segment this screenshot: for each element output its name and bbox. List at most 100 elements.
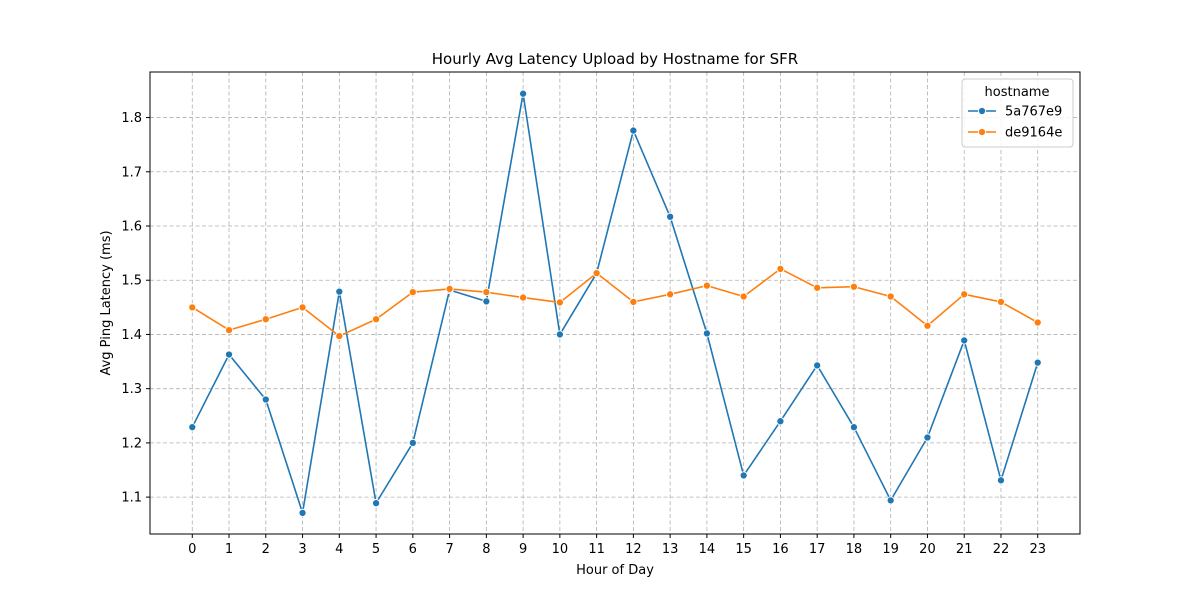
data-point bbox=[666, 290, 675, 299]
data-point bbox=[408, 438, 417, 447]
x-tick-label: 2 bbox=[262, 542, 270, 557]
data-point bbox=[1033, 358, 1042, 367]
x-tick-label: 17 bbox=[809, 542, 826, 557]
data-point bbox=[188, 423, 197, 432]
y-tick-label: 1.6 bbox=[121, 220, 142, 235]
chart-title: Hourly Avg Latency Upload by Hostname fo… bbox=[432, 50, 798, 68]
legend-title: hostname bbox=[985, 85, 1050, 100]
data-point bbox=[335, 287, 344, 296]
x-tick-label: 20 bbox=[919, 542, 936, 557]
data-point bbox=[335, 332, 344, 341]
data-point bbox=[482, 297, 491, 306]
x-tick-label: 11 bbox=[588, 542, 605, 557]
data-point bbox=[960, 290, 969, 299]
data-point bbox=[372, 499, 381, 508]
data-point bbox=[629, 126, 638, 135]
grid-layer bbox=[150, 72, 1080, 534]
x-tick-label: 6 bbox=[409, 542, 417, 557]
data-point bbox=[996, 297, 1006, 306]
data-point bbox=[776, 417, 785, 426]
data-point bbox=[739, 292, 748, 301]
legend-label: 5a767e9 bbox=[1005, 105, 1062, 120]
x-tick-label: 18 bbox=[846, 542, 863, 557]
x-tick-label: 19 bbox=[882, 542, 899, 557]
legend-box bbox=[961, 78, 1074, 148]
x-tick-label: 1 bbox=[225, 542, 233, 557]
y-tick-label: 1.3 bbox=[121, 382, 142, 397]
data-point bbox=[923, 321, 932, 330]
x-tick-label: 12 bbox=[625, 542, 642, 557]
data-point bbox=[739, 471, 748, 480]
data-point bbox=[519, 293, 528, 302]
y-tick-label: 1.4 bbox=[121, 328, 142, 343]
x-tick-label: 15 bbox=[735, 542, 752, 557]
data-point bbox=[188, 303, 197, 312]
y-tick-label: 1.1 bbox=[121, 491, 142, 506]
data-point bbox=[849, 423, 858, 432]
data-point bbox=[776, 264, 785, 273]
y-tick-label: 1.2 bbox=[121, 436, 142, 451]
data-point bbox=[666, 212, 675, 221]
series-line bbox=[191, 92, 1039, 514]
data-point bbox=[261, 315, 270, 324]
legend-items: 5a767e9 de9164e bbox=[968, 105, 1062, 141]
data-point bbox=[813, 283, 822, 292]
x-tick-label: 23 bbox=[1029, 542, 1046, 557]
data-point bbox=[519, 89, 528, 98]
data-point bbox=[261, 395, 270, 404]
y-tick-label: 1.8 bbox=[121, 111, 142, 126]
x-axis-ticks: 0 1 2 3 4 5 6 7 8 9 10 11 12 13 14 15 16 17 18 19 20 21 22 23 bbox=[188, 534, 1046, 557]
x-tick-label: 8 bbox=[482, 542, 490, 557]
x-tick-label: 7 bbox=[445, 542, 453, 557]
x-tick-label: 0 bbox=[188, 542, 196, 557]
x-tick-label: 21 bbox=[956, 542, 973, 557]
x-tick-label: 14 bbox=[699, 542, 716, 557]
series-de9164e bbox=[188, 264, 1042, 341]
series-5a767e9 bbox=[188, 89, 1042, 517]
x-tick-label: 9 bbox=[519, 542, 527, 557]
legend-marker bbox=[977, 106, 987, 116]
x-tick-label: 3 bbox=[298, 542, 306, 557]
data-point bbox=[702, 329, 711, 338]
series-layer bbox=[188, 89, 1042, 517]
data-point bbox=[996, 476, 1006, 485]
data-point bbox=[482, 288, 491, 297]
data-point bbox=[372, 315, 381, 324]
legend: hostname 5a767e9 de9164e bbox=[961, 78, 1074, 148]
x-tick-label: 13 bbox=[662, 542, 679, 557]
y-axis-label: Avg Ping Latency (ms) bbox=[99, 230, 114, 375]
data-point bbox=[886, 292, 895, 301]
data-point bbox=[702, 281, 711, 290]
x-axis-label: Hour of Day bbox=[576, 563, 654, 578]
data-point bbox=[629, 297, 638, 306]
data-point bbox=[224, 350, 234, 359]
data-point bbox=[849, 282, 858, 291]
y-tick-label: 1.7 bbox=[121, 165, 142, 180]
data-point bbox=[445, 284, 454, 293]
legend-item-de9164e: de9164e bbox=[968, 126, 1062, 141]
data-point bbox=[555, 298, 564, 307]
x-tick-label: 16 bbox=[772, 542, 789, 557]
x-tick-label: 4 bbox=[335, 542, 343, 557]
data-point bbox=[1033, 318, 1042, 327]
x-tick-label: 5 bbox=[372, 542, 380, 557]
data-point bbox=[592, 269, 601, 278]
data-point bbox=[960, 336, 969, 345]
legend-item-5a767e9: 5a767e9 bbox=[968, 105, 1062, 120]
data-point bbox=[923, 433, 932, 442]
legend-marker bbox=[977, 127, 987, 137]
legend-label: de9164e bbox=[1005, 126, 1062, 141]
series-line bbox=[191, 268, 1039, 337]
y-tick-label: 1.5 bbox=[121, 274, 142, 289]
data-point bbox=[298, 303, 307, 312]
x-tick-label: 22 bbox=[993, 542, 1010, 557]
y-axis-ticks: 1.1 1.2 1.3 1.4 1.5 1.6 1.7 1.8 bbox=[121, 111, 150, 506]
data-point bbox=[813, 361, 822, 370]
x-tick-label: 10 bbox=[552, 542, 569, 557]
data-point bbox=[408, 288, 417, 297]
data-point bbox=[555, 330, 564, 339]
data-point bbox=[298, 508, 307, 517]
data-point bbox=[886, 496, 895, 505]
plot-area-frame bbox=[149, 71, 1081, 535]
